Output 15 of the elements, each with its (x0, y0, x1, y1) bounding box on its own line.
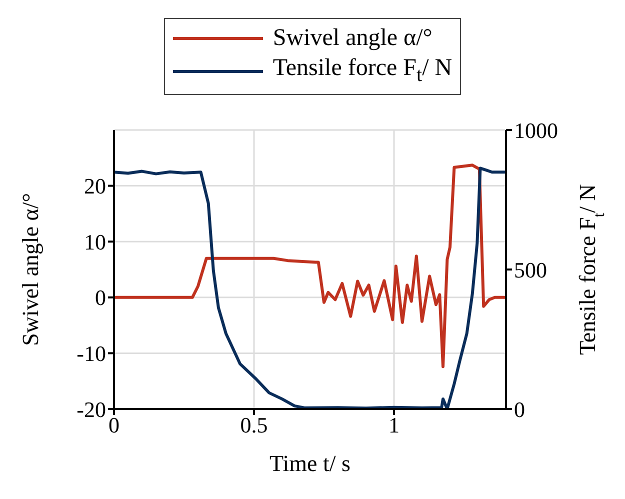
legend-label: Tensile force F$_{t}$/ N (272, 55, 452, 86)
legend-label: Swivel angle α/° (272, 25, 432, 51)
y-tick-label: -20 (76, 396, 106, 422)
x-tick-label: 0.5 (240, 412, 268, 438)
y-axis-title: Swivel angle α/° (18, 193, 43, 346)
y-tick-label: 10 (84, 229, 106, 254)
x-axis-title: Time t/ s (270, 451, 351, 476)
y2-tick-label: 0 (514, 396, 525, 422)
y-tick-label: 20 (84, 174, 106, 199)
y2-tick-label: 500 (514, 257, 547, 282)
y-tick-label: -10 (76, 341, 106, 366)
y-tick-label: 0 (95, 285, 106, 310)
x-tick-label: 1 (388, 412, 400, 438)
y2-tick-label: 1000 (514, 118, 558, 143)
line-series (114, 164, 506, 368)
